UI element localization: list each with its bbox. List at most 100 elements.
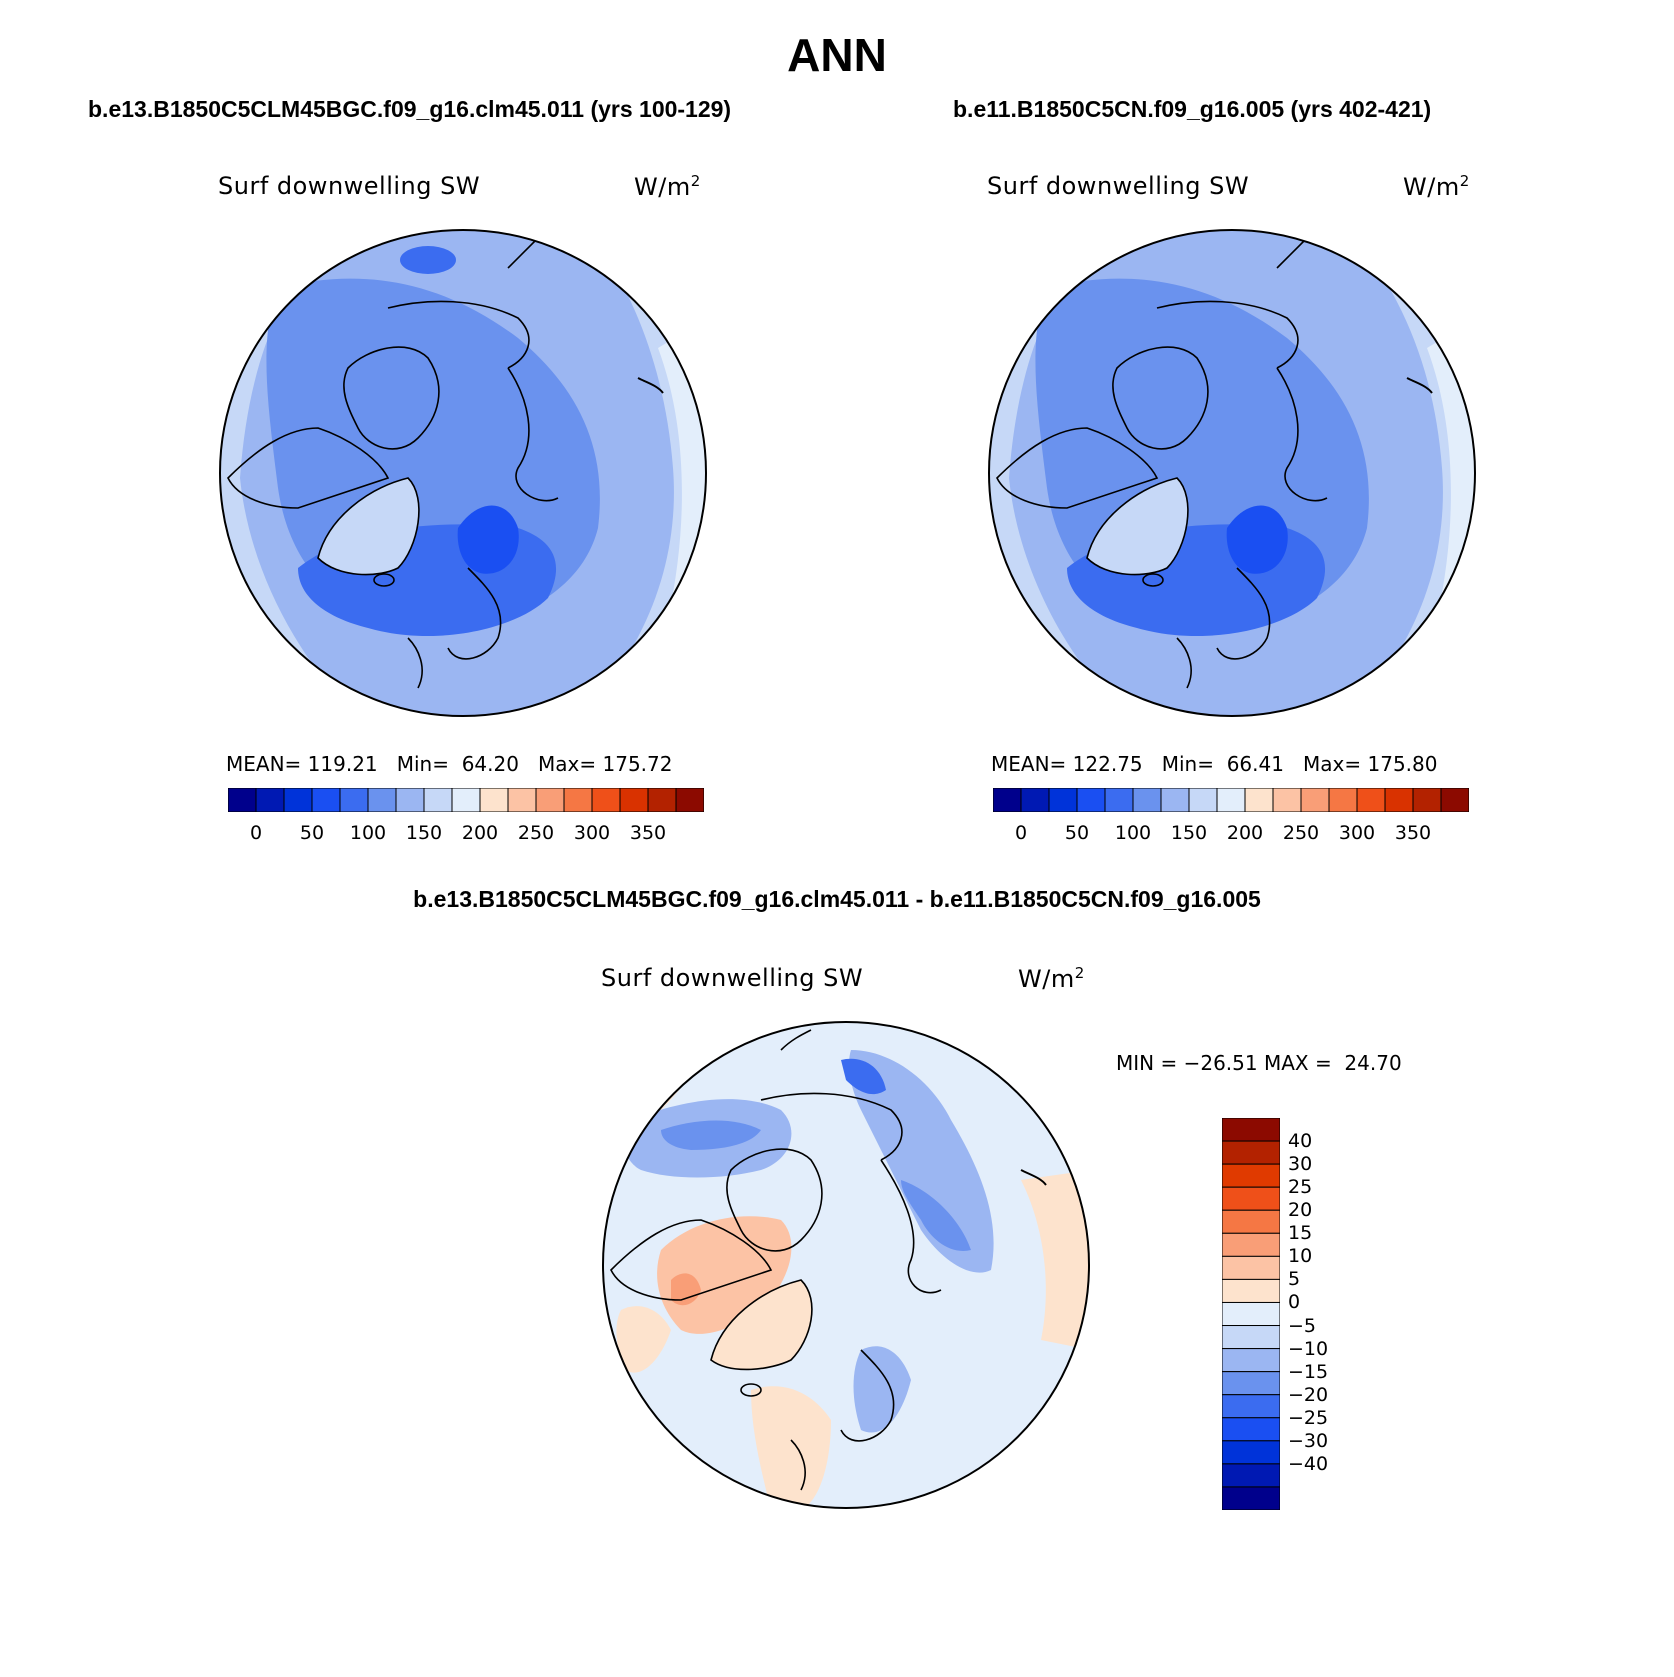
panel2-map-border <box>988 229 1476 717</box>
diff-field-uk-positive <box>751 1386 831 1508</box>
panel2-siberia-outline <box>1156 300 1299 369</box>
panel2-colorbar-swatch <box>1412 788 1442 812</box>
diff-minmax: MIN = −26.51 MAX = 24.70 <box>1116 1051 1402 1075</box>
panel1-colorbar <box>228 788 704 812</box>
panel1-polar-map <box>219 229 707 717</box>
panel2-colorbar-swatch <box>1300 788 1330 812</box>
diff-colorbar-tick-label: 5 <box>1288 1268 1301 1291</box>
diff-colorbar-swatch <box>1222 1486 1280 1510</box>
diff-alaska-outline <box>780 1029 812 1051</box>
panel1-case-title: b.e13.B1850C5CLM45BGC.f09_g16.clm45.011 … <box>88 96 732 122</box>
panel2-field-core-min <box>1226 505 1288 574</box>
panel1-colorbar-swatch <box>507 788 537 812</box>
panel1-field-core-min <box>457 505 519 574</box>
panel1-siberia-outline <box>387 300 530 369</box>
diff-colorbar-swatch <box>1222 1325 1280 1350</box>
diff-colorbar-swatch <box>1222 1209 1280 1234</box>
panel1-iceland-outline <box>373 573 395 587</box>
panel1-colorbar-swatch <box>451 788 481 812</box>
diff-eurasia-outline <box>880 1159 942 1294</box>
diff-colorbar-swatch <box>1222 1371 1280 1396</box>
diff-colorbar-tick-label: −40 <box>1288 1452 1329 1475</box>
panel1-eurasia-outline <box>507 367 559 502</box>
panel2-scandinavia-outline <box>1216 567 1271 660</box>
diff-colorbar-tick-label: 0 <box>1288 1291 1301 1314</box>
panel1-colorbar-swatch <box>647 788 677 812</box>
diff-colorbar-tick-label: −15 <box>1288 1360 1329 1383</box>
diff-colorbar-tick-label: 20 <box>1288 1199 1313 1222</box>
panel2-colorbar-swatch <box>993 788 1022 812</box>
panel1-colorbar-swatch <box>591 788 621 812</box>
diff-field-positive-core <box>671 1273 701 1306</box>
panel1-caspian-outline <box>637 377 664 394</box>
panel2-colorbar-swatch <box>1160 788 1190 812</box>
panel1-variable-label: Surf downwelling SW <box>218 172 481 200</box>
diff-colorbar-swatch <box>1222 1232 1280 1257</box>
panel2-colorbar-tick-label: 50 <box>1064 822 1090 844</box>
panel2-archipelago-outline <box>1112 346 1209 450</box>
panel1-stats: MEAN= 119.21 Min= 64.20 Max= 175.72 <box>226 752 673 776</box>
diff-field-eurasia-core <box>901 1180 971 1251</box>
panel2-colorbar <box>993 788 1469 812</box>
diff-colorbar-swatch <box>1222 1186 1280 1211</box>
diff-colorbar-swatch <box>1222 1301 1280 1327</box>
diff-colorbar-tick-label: −20 <box>1288 1383 1329 1406</box>
panel1-map-border <box>219 229 707 717</box>
diff-siberia-outline <box>760 1092 903 1161</box>
panel1-colorbar-swatch <box>535 788 565 812</box>
panel2-colorbar-tick-label: 100 <box>1114 822 1152 844</box>
panel2-colorbar-swatch <box>1104 788 1134 812</box>
panel2-stats: MEAN= 122.75 Min= 66.41 Max= 175.80 <box>991 752 1438 776</box>
panel1-scandinavia-outline <box>447 567 502 660</box>
diff-colorbar-swatch <box>1222 1417 1280 1442</box>
diff-field-siberia-core <box>661 1120 761 1150</box>
diff-colorbar-tick-label: −25 <box>1288 1406 1329 1429</box>
panel1-colorbar-swatch <box>228 788 257 812</box>
panel2-colorbar-swatch <box>1440 788 1469 812</box>
diff-archipelago-outline <box>726 1148 823 1252</box>
panel2-colorbar-tick-label: 350 <box>1394 822 1432 844</box>
panel1-field-north-patch <box>400 246 456 274</box>
panel2-caspian-outline <box>1406 377 1433 394</box>
panel1-colorbar-swatch <box>619 788 649 812</box>
diff-colorbar-swatch <box>1222 1440 1280 1465</box>
panel1-colorbar-swatch <box>339 788 369 812</box>
panel2-uk-outline <box>1176 637 1192 689</box>
panel2-colorbar-swatch <box>1328 788 1358 812</box>
panel2-colorbar-labels: 0 50 100 150 200 250 300 350 <box>993 822 1469 846</box>
panel2-case-title: b.e11.B1850C5CN.f09_g16.005 (yrs 402-421… <box>953 96 1432 122</box>
diff-polar-map <box>602 1021 1090 1509</box>
diff-colorbar-tick-label: −10 <box>1288 1337 1329 1360</box>
panel1-uk-outline <box>407 637 423 689</box>
diff-field-scandinavia-negative <box>853 1346 911 1433</box>
panel1-colorbar-tick-label: 200 <box>461 822 499 844</box>
diff-colorbar-swatch <box>1222 1118 1280 1142</box>
panel1-colorbar-tick-label: 250 <box>517 822 555 844</box>
panel2-colorbar-swatch <box>1048 788 1078 812</box>
panel2-eurasia-outline <box>1276 367 1328 502</box>
panel1-colorbar-swatch <box>479 788 509 812</box>
diff-colorbar-tick-label: 30 <box>1288 1153 1313 1176</box>
panel2-colorbar-swatch <box>1272 788 1302 812</box>
panel1-colorbar-tick-label: 150 <box>405 822 443 844</box>
diff-greenland-outline <box>710 1279 813 1371</box>
panel2-colorbar-tick-label: 200 <box>1226 822 1264 844</box>
panel2-colorbar-tick-label: 250 <box>1282 822 1320 844</box>
diff-colorbar-labels: 40 30 25 20 15 10 5 0 −5 −10 −15 −20 −25 −30 −40 <box>1288 1118 1368 1510</box>
panel2-colorbar-swatch <box>1216 788 1246 812</box>
diff-colorbar-swatch <box>1222 1394 1280 1419</box>
panel2-colorbar-swatch <box>1076 788 1106 812</box>
panel2-colorbar-swatch <box>1244 788 1274 812</box>
panel1-colorbar-swatch <box>563 788 593 812</box>
panel2-iceland-outline <box>1142 573 1164 587</box>
diff-case-title: b.e13.B1850C5CLM45BGC.f09_g16.clm45.011 … <box>413 886 1261 912</box>
panel2-colorbar-tick-label: 0 <box>1014 822 1028 844</box>
panel1-colorbar-labels: 0 50 100 150 200 250 300 350 <box>228 822 704 846</box>
panel1-colorbar-tick-label: 350 <box>629 822 667 844</box>
diff-colorbar-swatch <box>1222 1255 1280 1280</box>
diff-field-minimum <box>841 1058 886 1095</box>
diff-field-eurasia-negative <box>849 1050 994 1273</box>
diff-variable-label: Surf downwelling SW <box>601 964 864 992</box>
panel1-colorbar-swatch <box>367 788 397 812</box>
panel2-units-label: W/m2 <box>1403 172 1470 201</box>
